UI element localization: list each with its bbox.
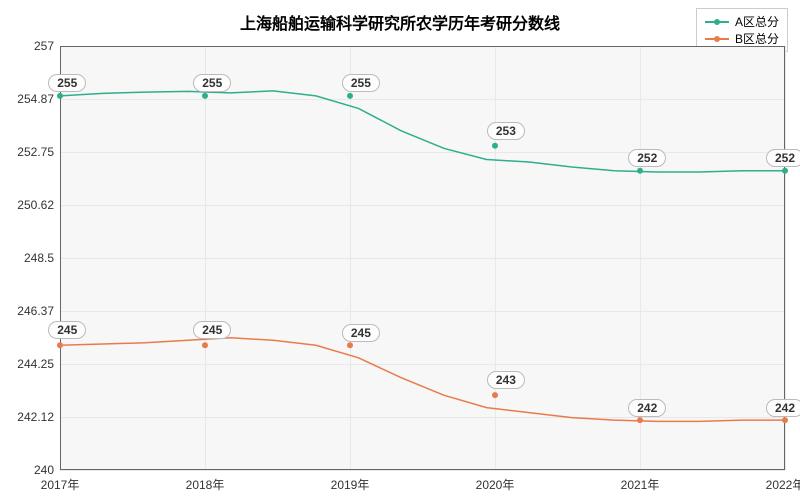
data-label: 252: [628, 149, 666, 167]
data-marker: [637, 417, 643, 423]
data-marker: [492, 392, 498, 398]
data-marker: [57, 93, 63, 99]
data-marker: [637, 168, 643, 174]
x-tick-label: 2020年: [476, 470, 515, 493]
series-line: [60, 91, 785, 172]
data-label: 253: [487, 122, 525, 140]
data-label: 245: [342, 324, 380, 342]
x-tick-label: 2017年: [41, 470, 80, 493]
y-tick-label: 242.12: [17, 410, 60, 424]
data-marker: [347, 93, 353, 99]
data-marker: [782, 168, 788, 174]
y-tick-label: 246.37: [17, 304, 60, 318]
y-tick-label: 244.25: [17, 357, 60, 371]
data-marker: [202, 342, 208, 348]
data-marker: [782, 417, 788, 423]
chart-container: 上海船舶运输科学研究所农学历年考研分数线 A区总分B区总分 240242.122…: [0, 0, 800, 500]
x-tick-label: 2019年: [331, 470, 370, 493]
plot-area: 240242.12244.25246.37248.5250.62252.7525…: [60, 46, 785, 470]
gridline-h: [60, 470, 785, 471]
data-marker: [202, 93, 208, 99]
x-tick-label: 2018年: [186, 470, 225, 493]
data-label: 242: [766, 399, 800, 417]
x-tick-label: 2022年: [766, 470, 800, 493]
data-label: 245: [193, 321, 231, 339]
legend-item: B区总分: [705, 30, 779, 47]
legend-item: A区总分: [705, 13, 779, 30]
x-tick-label: 2021年: [621, 470, 660, 493]
legend-label: A区总分: [735, 13, 779, 30]
data-label: 245: [48, 321, 86, 339]
y-tick-label: 254.87: [17, 92, 60, 106]
y-tick-label: 257: [34, 39, 60, 53]
data-label: 255: [342, 74, 380, 92]
y-tick-label: 250.62: [17, 198, 60, 212]
data-marker: [57, 342, 63, 348]
data-marker: [347, 342, 353, 348]
data-label: 255: [193, 74, 231, 92]
chart-title: 上海船舶运输科学研究所农学历年考研分数线: [0, 10, 800, 34]
data-marker: [492, 143, 498, 149]
series-line: [60, 338, 785, 422]
data-label: 255: [48, 74, 86, 92]
y-tick-label: 248.5: [24, 251, 60, 265]
data-label: 252: [766, 149, 800, 167]
y-tick-label: 252.75: [17, 145, 60, 159]
legend-label: B区总分: [735, 30, 779, 47]
data-label: 242: [628, 399, 666, 417]
line-svg: [60, 46, 785, 470]
data-label: 243: [487, 371, 525, 389]
